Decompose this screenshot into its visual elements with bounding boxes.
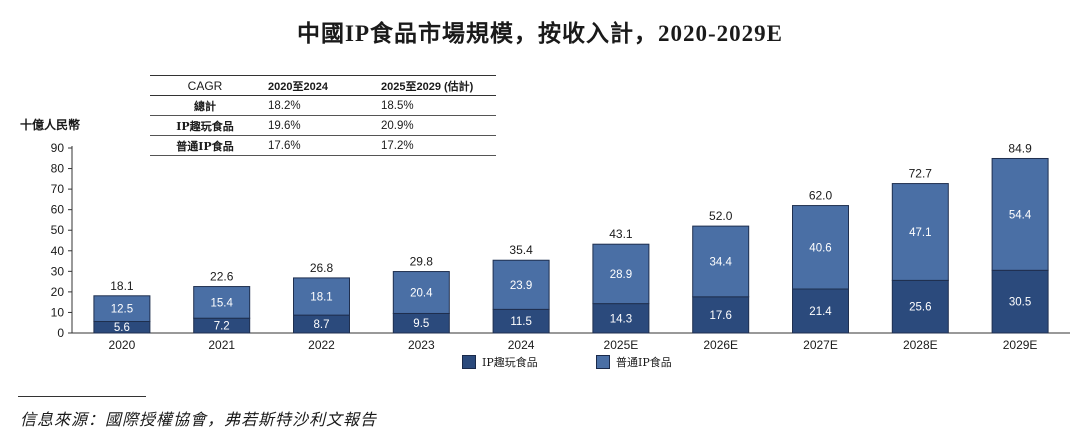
source-divider [18,396,146,397]
cagr-value: 17.2% [373,135,496,156]
cagr-header-period2: 2025至2029 (估計) [373,75,496,96]
data-label-total: 35.4 [509,243,533,257]
bar-ip-fun-food [792,288,849,334]
data-label-ip-fun-food: 5.6 [114,322,130,334]
data-label-regular-ip-food: 18.1 [310,292,332,304]
cagr-value: 18.5% [373,95,496,116]
bar-regular-ip-food [193,286,251,319]
y-tick-label: 90 [51,141,65,155]
data-label-ip-fun-food: 21.4 [809,306,832,318]
data-label-total: 52.0 [709,209,733,223]
bar-regular-ip-food [891,183,949,281]
cagr-header-row: CAGR 2020至2024 2025至2029 (估計) [150,75,496,96]
x-tick-label: 2027E [803,338,838,352]
data-label-regular-ip-food: 12.5 [111,304,133,316]
cagr-table: CAGR 2020至2024 2025至2029 (估計) 總計 18.2% 1… [150,75,496,156]
data-label-total: 72.7 [909,167,933,181]
legend-label: IP趣玩食品 [482,356,538,369]
bar-regular-ip-food [492,259,550,310]
bar-ip-fun-food [891,279,949,334]
x-tick-label: 2028E [903,338,938,352]
data-label-regular-ip-food: 28.9 [610,269,632,281]
x-tick-label: 2024 [508,338,535,352]
y-tick-label: 40 [51,244,65,258]
x-tick-label: 2029E [1003,338,1038,352]
legend-item-ip-fun-food: IP趣玩食品 [462,354,538,370]
data-label-total: 26.8 [310,261,334,275]
bar-regular-ip-food [991,157,1049,271]
cagr-row-label: IP趣玩食品 [150,115,260,136]
x-tick-label: 2023 [408,338,435,352]
data-label-regular-ip-food: 20.4 [410,288,433,300]
x-tick-label: 2025E [604,338,639,352]
data-label-regular-ip-food: 15.4 [211,297,234,309]
legend-swatch-series1 [462,355,476,369]
y-tick-label: 80 [51,162,65,176]
x-tick-label: 2021 [208,338,235,352]
y-axis-unit-label: 十億人民幣 [20,118,81,132]
cagr-row-total: 總計 18.2% 18.5% [150,95,496,116]
y-tick-label: 50 [51,223,65,237]
data-label-ip-fun-food: 9.5 [413,318,429,330]
bar-regular-ip-food [293,277,350,316]
data-label-total: 84.9 [1008,141,1032,155]
cagr-value: 17.6% [260,135,373,156]
bar-regular-ip-food [93,295,151,322]
cagr-value: 19.6% [260,115,373,136]
data-label-regular-ip-food: 54.4 [1009,209,1032,221]
y-tick-label: 0 [57,326,64,340]
cagr-header-period1: 2020至2024 [260,75,373,96]
bar-regular-ip-food [792,205,849,290]
bar-regular-ip-food [692,225,750,298]
data-label-total: 43.1 [609,227,633,241]
data-label-ip-fun-food: 25.6 [909,302,931,314]
cagr-row-ip-fun-food: IP趣玩食品 19.6% 20.9% [150,115,496,136]
y-tick-label: 60 [51,203,65,217]
x-tick-label: 2022 [308,338,335,352]
data-label-regular-ip-food: 34.4 [710,256,733,268]
legend-label: 普通IP食品 [616,356,672,369]
source-note: 信息來源：國際授權協會，弗若斯特沙利文報告 [20,410,378,429]
data-label-ip-fun-food: 17.6 [710,310,732,322]
y-tick-label: 30 [51,264,65,278]
legend-item-regular-ip-food: 普通IP食品 [596,354,672,370]
cagr-header-label: CAGR [150,75,260,96]
data-label-total: 18.1 [110,279,134,293]
data-label-regular-ip-food: 40.6 [809,242,831,254]
data-label-ip-fun-food: 11.5 [510,316,532,328]
data-label-total: 62.0 [809,189,833,203]
data-label-total: 29.8 [410,255,434,269]
y-tick-label: 70 [51,182,65,196]
data-label-regular-ip-food: 23.9 [510,280,532,292]
cagr-row-regular-ip-food: 普通IP食品 17.6% 17.2% [150,135,496,156]
x-tick-label: 2026E [703,338,738,352]
bar-regular-ip-food [592,243,650,305]
bar-regular-ip-food [392,271,450,314]
y-tick-label: 10 [51,305,65,319]
y-tick-label: 20 [51,285,65,299]
legend-swatch-series2 [596,355,610,369]
chart-title: 中國IP食品市場規模，按收入計，2020-2029E [297,21,783,46]
bar-ip-fun-food [991,269,1049,334]
cagr-value: 18.2% [260,95,373,116]
bar-ip-fun-food [592,303,650,334]
cagr-row-label: 普通IP食品 [150,135,260,156]
data-label-ip-fun-food: 30.5 [1009,297,1031,309]
data-label-ip-fun-food: 14.3 [610,313,632,325]
data-label-total: 22.6 [210,270,234,284]
cagr-value: 20.9% [373,115,496,136]
data-label-regular-ip-food: 47.1 [909,227,931,239]
x-tick-label: 2020 [109,338,136,352]
cagr-row-label: 總計 [150,95,260,116]
data-label-ip-fun-food: 8.7 [314,319,330,331]
data-label-ip-fun-food: 7.2 [214,321,230,333]
